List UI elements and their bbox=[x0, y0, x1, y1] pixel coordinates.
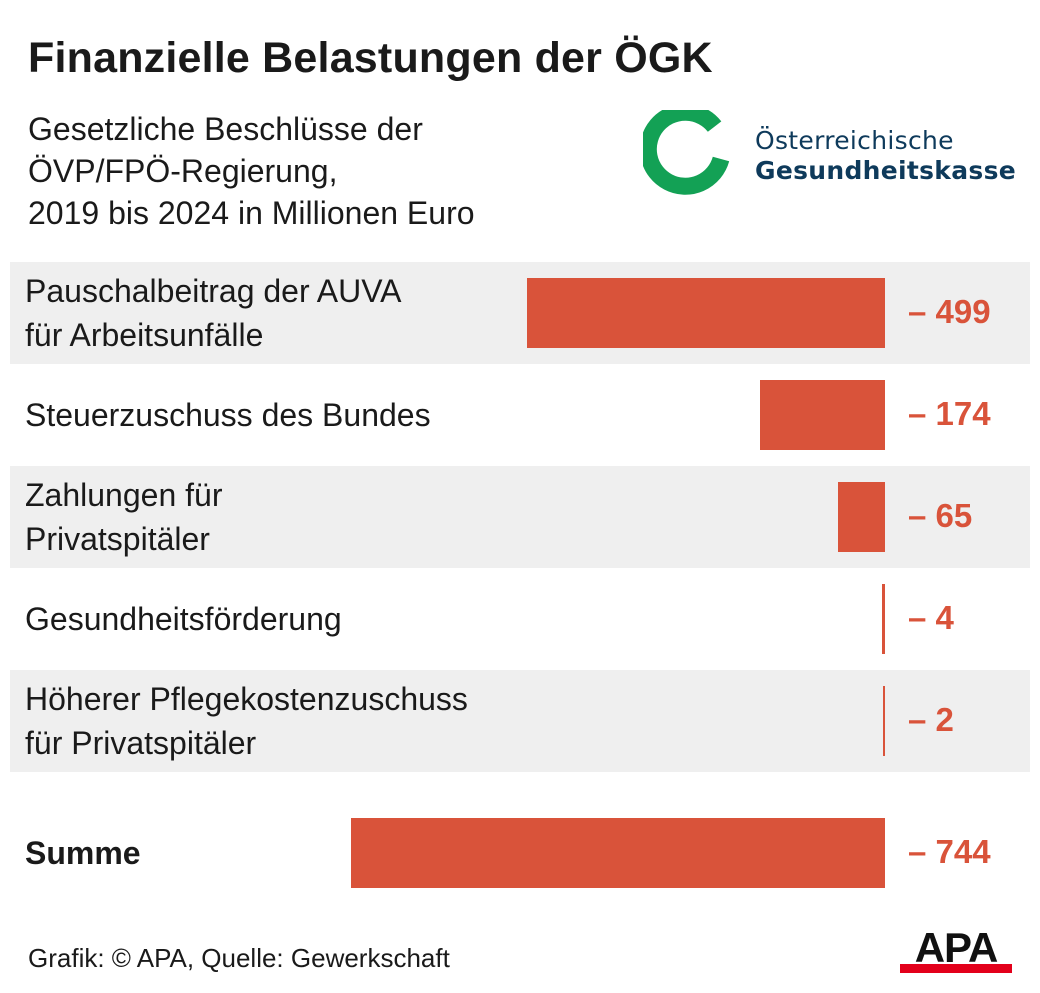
value-label: – 174 bbox=[908, 395, 991, 432]
total-bar bbox=[351, 818, 885, 888]
oegk-wordmark: Österreichische Gesundheitskasse bbox=[755, 126, 1016, 186]
value-label: – 65 bbox=[908, 497, 973, 534]
category-label-line: Höherer Pflegekostenzuschuss bbox=[25, 681, 468, 717]
chart-title: Finanzielle Belastungen der ÖGK bbox=[28, 34, 713, 82]
category-label: Pauschalbeitrag der AUVA für Arbeitsunfäl… bbox=[25, 269, 402, 357]
category-label: Gesundheitsförderung bbox=[25, 597, 342, 641]
category-label-line: Summe bbox=[25, 835, 141, 871]
total-value-label: – 744 bbox=[908, 833, 991, 870]
category-label-line: für Arbeitsunfälle bbox=[25, 317, 264, 353]
oegk-logo: Österreichische Gesundheitskasse bbox=[643, 110, 1023, 200]
category-label-line: für Privatspitäler bbox=[25, 725, 257, 761]
apa-logo-bar bbox=[900, 964, 1012, 973]
value-label: – 499 bbox=[908, 293, 991, 330]
total-label: Summe bbox=[25, 831, 141, 875]
source-note: Grafik: © APA, Quelle: Gewerkschaft bbox=[28, 943, 450, 973]
bar bbox=[760, 380, 885, 450]
bar bbox=[883, 686, 885, 756]
category-label: Zahlungen für Privatspitäler bbox=[25, 473, 222, 561]
category-label-line: Gesundheitsförderung bbox=[25, 601, 342, 637]
category-label: Steuerzuschuss des Bundes bbox=[25, 393, 431, 437]
subtitle-line-3: 2019 bis 2024 in Millionen Euro bbox=[28, 195, 475, 231]
bar bbox=[882, 584, 885, 654]
category-label-line: Steuerzuschuss des Bundes bbox=[25, 397, 431, 433]
category-label: Höherer Pflegekostenzuschuss für Privatsp… bbox=[25, 677, 468, 765]
apa-logo: APA bbox=[900, 928, 1012, 973]
bar bbox=[526, 278, 885, 348]
value-label: – 4 bbox=[908, 599, 954, 636]
chart-subtitle: Gesetzliche Beschlüsse der ÖVP/FPÖ-Regie… bbox=[28, 108, 475, 234]
row-background bbox=[10, 670, 1030, 772]
category-label-line: Pauschalbeitrag der AUVA bbox=[25, 273, 402, 309]
category-label-line: Zahlungen für bbox=[25, 477, 223, 513]
subtitle-line-1: Gesetzliche Beschlüsse der bbox=[28, 111, 423, 147]
oegk-wordmark-line-2: Gesundheitskasse bbox=[755, 156, 1017, 185]
apa-logo-text: APA bbox=[915, 928, 998, 971]
value-label: – 2 bbox=[908, 701, 954, 738]
oegk-ring-icon bbox=[643, 110, 730, 195]
bar bbox=[838, 482, 885, 552]
subtitle-line-2: ÖVP/FPÖ-Regierung, bbox=[28, 153, 338, 189]
category-label-line: Privatspitäler bbox=[25, 521, 210, 557]
oegk-wordmark-line-1: Österreichische bbox=[755, 126, 954, 155]
